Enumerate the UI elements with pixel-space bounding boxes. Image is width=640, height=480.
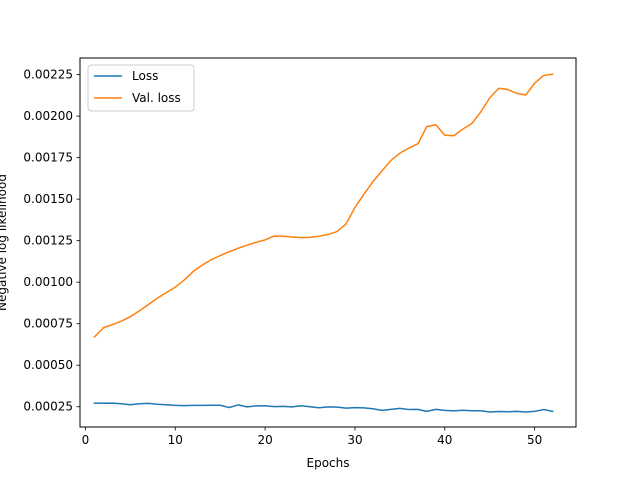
series-line-val-loss [93, 73, 554, 339]
y-tick-label: 0.00125 [23, 234, 73, 248]
y-tick-label: 0.00200 [23, 109, 73, 123]
x-tick-label: 0 [82, 433, 90, 447]
y-axis-ticks: 0.00025 0.00050 0.00075 0.00100 0.00125 0.001… [23, 68, 80, 414]
legend-label-val-loss: Val. loss [132, 91, 181, 105]
x-axis-label: Epochs [307, 456, 350, 470]
x-axis-ticks: 0 10 20 30 40 50 [82, 427, 542, 447]
legend: Loss Val. loss [87, 64, 195, 112]
y-tick-label: 0.00100 [23, 275, 73, 289]
x-tick-label: 30 [347, 433, 362, 447]
series-line-loss [93, 402, 554, 413]
x-tick-label: 50 [527, 433, 542, 447]
y-tick-label: 0.00225 [23, 68, 73, 82]
y-tick-label: 0.00075 [23, 317, 73, 331]
x-tick-label: 10 [168, 433, 183, 447]
y-axis-label: Negative log likelihood [0, 174, 9, 311]
plot-frame [79, 57, 577, 428]
x-tick-label: 40 [437, 433, 452, 447]
plot-lines [93, 73, 554, 413]
x-tick-label: 20 [257, 433, 272, 447]
y-tick-label: 0.00150 [23, 192, 73, 206]
y-tick-label: 0.00025 [23, 400, 73, 414]
y-tick-label: 0.00050 [23, 358, 73, 372]
legend-label-loss: Loss [132, 69, 158, 83]
y-tick-label: 0.00175 [23, 151, 73, 165]
